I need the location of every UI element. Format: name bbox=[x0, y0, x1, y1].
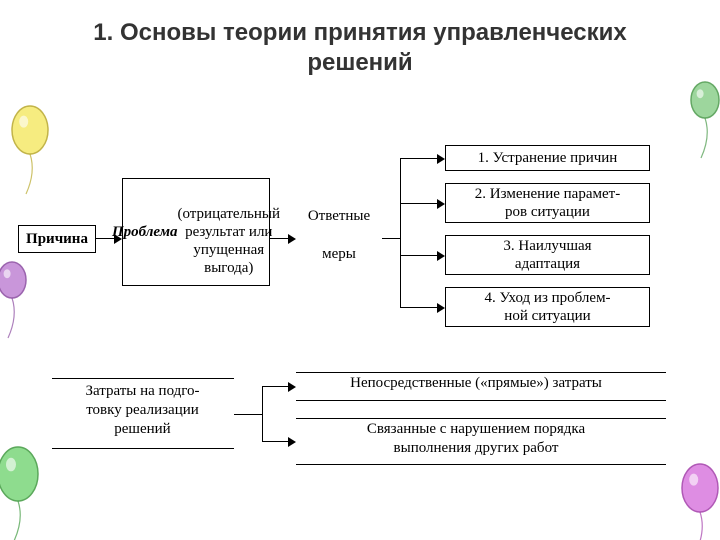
edge bbox=[400, 158, 437, 159]
arrow-right-icon bbox=[437, 154, 445, 164]
node-problema: Проблема(отрицательныйрезультат илиупуще… bbox=[122, 178, 270, 286]
node-m1: 1. Устранение причин bbox=[445, 145, 650, 171]
node-z1: Непосредственные («прямые») затраты bbox=[296, 374, 656, 396]
arrow-right-icon bbox=[288, 234, 296, 244]
edge bbox=[270, 238, 288, 239]
rule bbox=[296, 372, 666, 373]
edge bbox=[262, 386, 288, 387]
page-title: 1. Основы теории принятия управленческих… bbox=[0, 18, 720, 78]
node-otvetnye: Ответныемеры bbox=[296, 207, 382, 271]
rule bbox=[52, 448, 234, 449]
rule bbox=[52, 378, 234, 379]
rule bbox=[296, 464, 666, 465]
arrow-right-icon bbox=[437, 199, 445, 209]
arrow-right-icon bbox=[114, 234, 122, 244]
edge bbox=[96, 238, 114, 239]
edge bbox=[400, 203, 437, 204]
node-m2: 2. Изменение парамет-ров ситуации bbox=[445, 183, 650, 223]
arrow-right-icon bbox=[437, 251, 445, 261]
edge bbox=[234, 414, 262, 415]
node-prichina: Причина bbox=[18, 225, 96, 253]
rule bbox=[296, 400, 666, 401]
arrow-right-icon bbox=[288, 382, 296, 392]
arrow-right-icon bbox=[437, 303, 445, 313]
arrow-right-icon bbox=[288, 437, 296, 447]
edge bbox=[382, 238, 400, 239]
node-m4: 4. Уход из проблем-ной ситуации bbox=[445, 287, 650, 327]
node-z2: Связанные с нарушением порядкавыполнения… bbox=[296, 420, 656, 460]
rule bbox=[296, 418, 666, 419]
edge bbox=[400, 158, 401, 308]
edge bbox=[262, 441, 288, 442]
edge bbox=[400, 255, 437, 256]
edge bbox=[262, 386, 263, 442]
node-zatraty: Затраты на подго-товку реализациирешений bbox=[55, 382, 230, 442]
node-m3: 3. Наилучшаяадаптация bbox=[445, 235, 650, 275]
edge bbox=[400, 307, 437, 308]
